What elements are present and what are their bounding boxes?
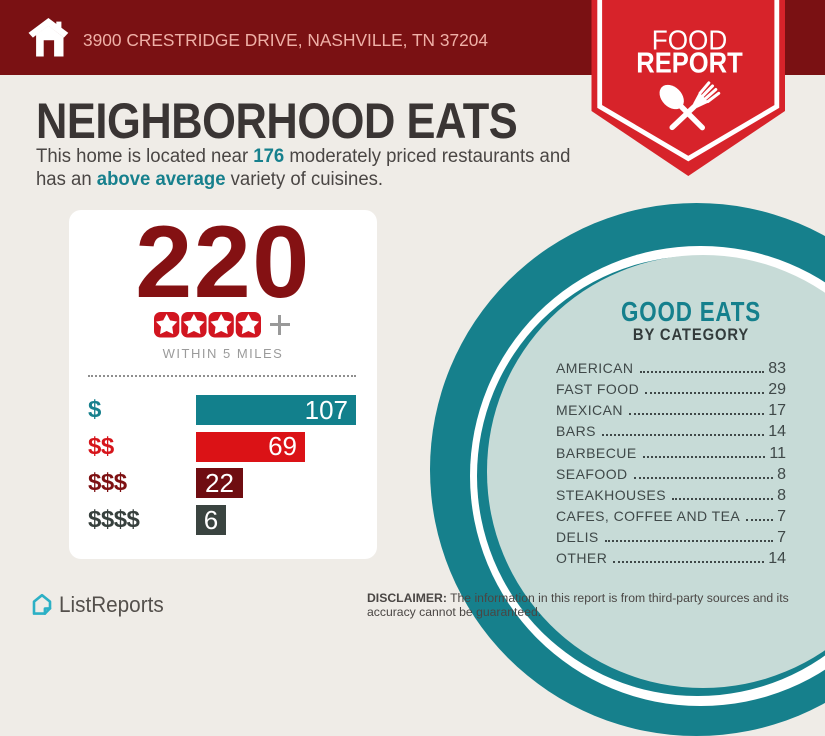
svg-text:REPORT: REPORT [636, 48, 743, 80]
svg-text:FOOD: FOOD [652, 24, 728, 55]
